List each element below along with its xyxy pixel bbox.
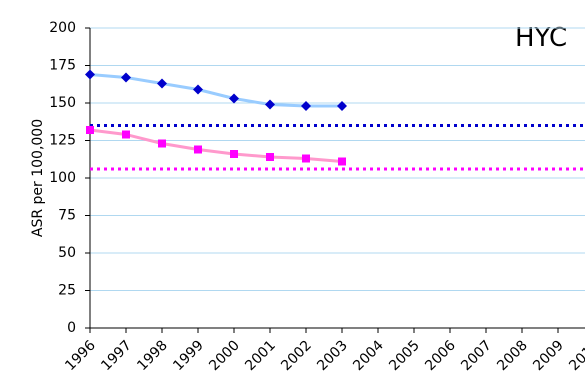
- x-tick-label: 1996: [62, 337, 99, 374]
- x-tick-label: 2008: [494, 338, 531, 375]
- marker: [158, 139, 166, 148]
- marker: [85, 69, 95, 80]
- marker: [302, 154, 310, 163]
- x-tick-label: 2010: [566, 338, 585, 375]
- x-tick-label: 1997: [98, 338, 135, 375]
- x-tick-label: 1999: [170, 338, 207, 375]
- x-tick-label: 2006: [422, 337, 459, 374]
- x-tick-label: 2001: [242, 338, 279, 375]
- y-axis-label: ASR per 100,000: [30, 119, 46, 237]
- marker: [230, 150, 238, 158]
- marker: [86, 126, 94, 134]
- series-line: [89, 128, 343, 163]
- x-tick-label: 2000: [206, 338, 243, 375]
- y-tick-label: 200: [49, 20, 76, 36]
- x-tick-label: 2004: [350, 337, 387, 374]
- marker: [229, 93, 239, 104]
- marker: [194, 145, 202, 154]
- y-tick-label: 125: [49, 133, 76, 149]
- x-tick-label: 2003: [314, 338, 351, 375]
- y-tick-label: 0: [67, 320, 76, 336]
- y-tick-label: 100: [49, 170, 76, 186]
- marker: [193, 84, 203, 95]
- marker: [157, 78, 167, 89]
- x-tick-label: 2007: [458, 338, 495, 375]
- marker: [121, 72, 131, 83]
- y-tick-label: 150: [49, 95, 76, 111]
- marker: [301, 101, 311, 111]
- x-tick-label: 2002: [278, 338, 315, 375]
- y-tick-label: 175: [49, 58, 76, 74]
- y-tick-label: 75: [58, 208, 76, 224]
- marker: [122, 130, 130, 139]
- marker: [338, 157, 346, 166]
- x-tick-label: 2005: [386, 338, 423, 375]
- y-tick-label: 25: [58, 283, 76, 299]
- x-tick-label: 2009: [530, 338, 567, 375]
- x-tick-label: 1998: [134, 338, 171, 375]
- marker: [266, 153, 274, 161]
- series-line: [89, 73, 342, 108]
- y-tick-label: 50: [58, 245, 76, 261]
- marker: [337, 101, 347, 111]
- marker: [265, 99, 275, 110]
